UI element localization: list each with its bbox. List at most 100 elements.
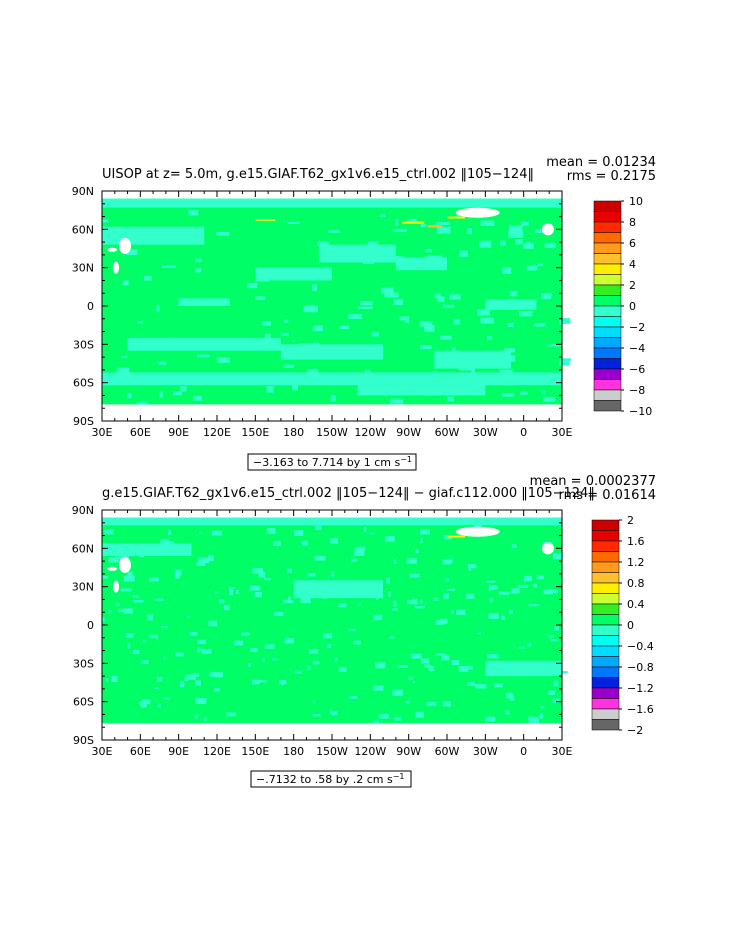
negative-patch [420,599,423,603]
negative-patch [284,638,294,644]
colorbar-swatch [593,347,622,359]
negative-patch [449,558,453,563]
negative-patch [195,268,201,273]
negative-patch [262,321,272,326]
negative-patch [174,569,182,576]
colorbar-swatch [593,263,622,275]
negative-patch [293,530,304,536]
negative-patch [141,660,149,664]
negative-patch [528,716,539,720]
negative-patch [317,241,329,247]
negative-patch [471,367,476,374]
colorbar-label: 10 [629,195,643,208]
negative-patch [123,608,133,614]
negative-patch [312,701,316,704]
negative-patch [390,636,394,639]
negative-patch [534,229,550,233]
negative-patch [518,584,529,588]
colorbar-swatch [591,582,620,594]
negative-patch [313,342,320,350]
negative-patch [266,528,276,534]
negative-patch [477,309,490,316]
negative-patch [543,396,556,402]
negative-patch [373,614,383,621]
negative-patch [468,568,471,571]
greenland-mask [455,526,500,537]
negative-patch [511,544,517,549]
negative-patch [144,276,152,281]
land-mask [113,261,120,274]
negative-patch [108,557,119,563]
colorbar-label: −2 [629,321,645,334]
colorbar-label: 0 [627,619,634,632]
negative-patch [329,377,334,381]
positive-anomaly [447,535,465,538]
negative-patch [250,647,258,652]
negative-patch [559,318,571,325]
greenland-mask [455,207,500,218]
colorbar-label: −10 [629,405,652,418]
negative-patch [474,684,486,688]
negative-patch [106,678,109,682]
negative-patch [505,378,513,386]
colorbar-label: 0 [629,300,636,313]
colorbar-swatch [591,708,620,720]
negative-patch [149,634,159,638]
negative-patch [121,355,127,359]
land-mask [107,247,118,252]
x-tick-label: 150W [316,745,348,758]
negative-patch [161,626,168,629]
negative-patch [498,591,510,595]
negative-patch [443,593,450,599]
negative-patch [477,632,481,635]
negative-patch [393,600,397,607]
negative-patch [407,218,417,222]
colorbar-swatch [591,656,620,668]
negative-patch [475,354,490,357]
negative-patch [126,249,138,256]
negative-patch [548,690,556,695]
negative-patch [180,386,187,392]
rms-stat: rms = 0.01614 [559,488,656,503]
negative-patch [108,609,111,614]
negative-patch [409,573,420,578]
negative-patch [369,532,375,535]
negative-patch [348,314,362,319]
colorbar-swatch [593,358,622,370]
negative-patch [340,325,350,330]
negative-patch [292,339,296,342]
negative-patch [424,664,431,668]
negative-patch [467,563,477,569]
panel-title: g.e15.GIAF.T62_gx1v6.e15_ctrl.002 ‖105−1… [102,486,595,501]
negative-patch [142,639,146,643]
negative-patch [349,695,358,699]
colorbar-label: 2 [629,279,636,292]
plot-frame [101,190,563,422]
negative-patch [330,538,339,544]
y-tick-label: 30S [73,338,94,351]
mean-stat: mean = 0.0002377 [530,474,656,489]
negative-patch [197,639,207,644]
negative-patch [123,575,135,582]
negative-patch [140,701,147,708]
negative-patch [102,517,562,526]
negative-patch [126,633,134,638]
land-mask [119,556,131,573]
x-tick-label: 30E [92,426,113,439]
negative-patch [252,568,264,574]
negative-patch [363,592,374,596]
negative-patch [219,599,225,604]
x-tick-label: 180 [283,745,304,758]
negative-patch [485,716,496,722]
negative-patch [405,700,410,704]
negative-patch [428,665,434,672]
colorbar-swatch [593,242,622,254]
colorbar-swatch [593,400,622,412]
negative-patch [523,575,532,582]
negative-patch [132,649,140,654]
colorbar-swatch [593,200,622,212]
negative-patch [446,588,456,591]
negative-patch [552,698,560,703]
negative-patch [441,655,450,661]
colorbar-label: −1.6 [627,703,654,716]
